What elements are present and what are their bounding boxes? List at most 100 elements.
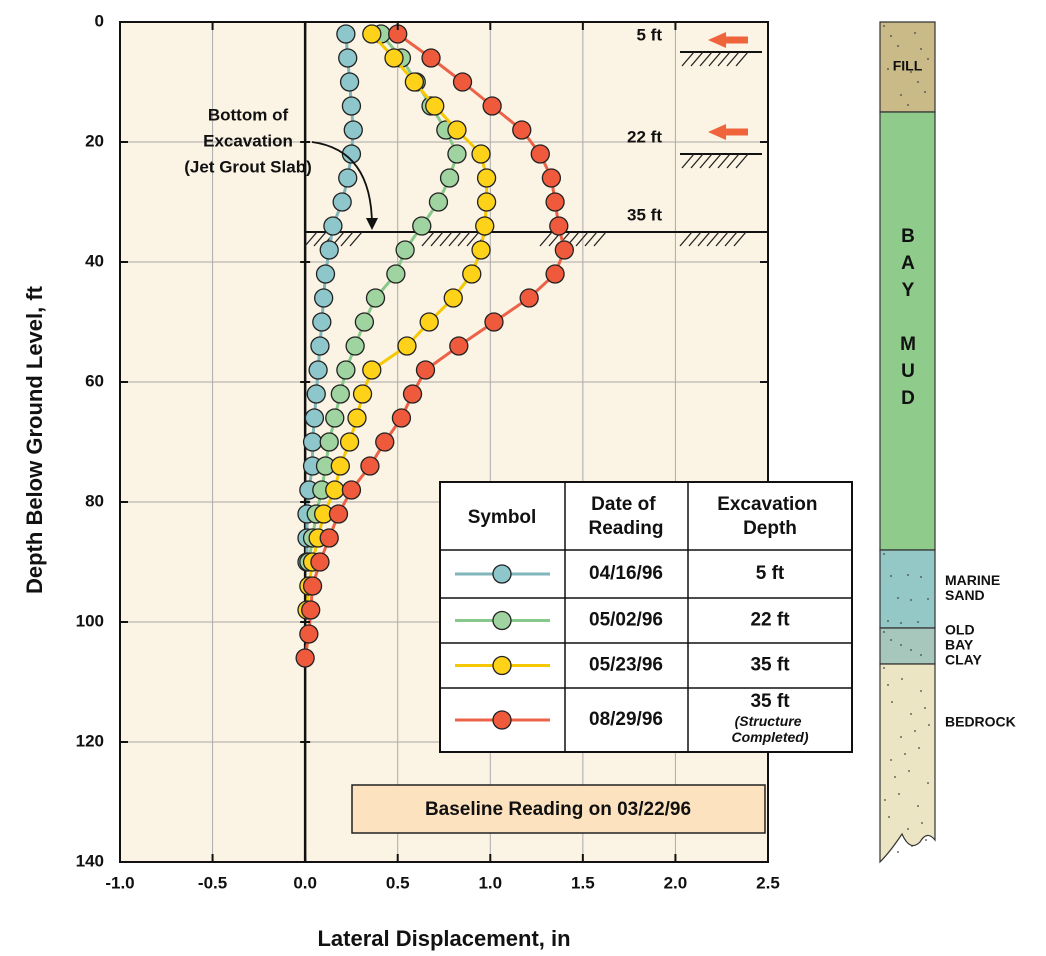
data-point bbox=[328, 504, 349, 524]
x-tick-label: -0.5 bbox=[198, 873, 227, 892]
soil-speckle bbox=[907, 104, 909, 106]
soil-speckle bbox=[900, 622, 902, 624]
soil-speckle bbox=[910, 71, 912, 73]
soil-speckle bbox=[890, 575, 892, 577]
hatch bbox=[313, 231, 327, 247]
data-point bbox=[447, 120, 467, 140]
soil-speckle bbox=[887, 684, 889, 686]
soil-label: BAY bbox=[945, 637, 974, 653]
data-point bbox=[549, 216, 569, 236]
data-point bbox=[482, 96, 502, 116]
data-point bbox=[295, 648, 315, 668]
data-point bbox=[315, 264, 336, 284]
y-tick-label: 140 bbox=[76, 851, 104, 870]
hatch bbox=[690, 51, 704, 67]
soil-speckle bbox=[910, 713, 912, 715]
load-arrow-head bbox=[708, 32, 726, 48]
legend-swatch-marker bbox=[492, 564, 512, 584]
data-point bbox=[384, 48, 404, 68]
soil-speckle bbox=[900, 736, 902, 738]
soil-speckle bbox=[914, 32, 916, 34]
data-point bbox=[428, 192, 449, 212]
data-point bbox=[484, 312, 504, 332]
data-point bbox=[314, 288, 334, 308]
data-point bbox=[330, 384, 350, 404]
hatch bbox=[466, 231, 480, 247]
soil-speckle bbox=[907, 828, 909, 830]
data-point bbox=[402, 384, 423, 404]
x-tick-label: 0.0 bbox=[293, 873, 317, 892]
soil-speckle bbox=[894, 776, 896, 778]
legend-rows: 04/16/96 5 ft 05/02/96 22 ft 05/23/96 35 ft 08… bbox=[455, 563, 809, 745]
legend-depth: 35 ft bbox=[750, 655, 790, 676]
soil-label: CLAY bbox=[945, 652, 982, 668]
soil-speckle bbox=[910, 649, 912, 651]
hatch bbox=[708, 51, 722, 67]
data-point bbox=[325, 480, 345, 500]
soil-speckle bbox=[890, 35, 892, 37]
data-point bbox=[415, 360, 436, 380]
x-tick-label: 2.5 bbox=[756, 873, 780, 892]
hatch bbox=[349, 231, 363, 247]
soil-speckle bbox=[883, 631, 885, 633]
data-point bbox=[323, 216, 343, 236]
soil-speckle bbox=[925, 839, 927, 841]
soil-speckle bbox=[917, 81, 919, 83]
data-point bbox=[452, 72, 473, 92]
x-tick-label: 2.0 bbox=[664, 873, 688, 892]
hatch bbox=[430, 231, 444, 247]
data-point bbox=[345, 336, 365, 356]
soil-speckle bbox=[887, 620, 889, 622]
data-point bbox=[310, 336, 330, 356]
soil-speckle bbox=[904, 753, 906, 755]
hatch bbox=[699, 51, 713, 67]
annotation: (Jet Grout Slab) bbox=[184, 157, 312, 176]
legend-depth: 5 ft bbox=[756, 563, 785, 584]
data-point bbox=[462, 264, 482, 284]
soil-speckle bbox=[900, 94, 902, 96]
soil-speckle bbox=[883, 553, 885, 555]
series-layer bbox=[295, 24, 574, 668]
soil-speckle bbox=[898, 793, 900, 795]
soil-label: BAY MUD bbox=[897, 226, 918, 415]
data-point bbox=[338, 48, 358, 68]
soil-speckle bbox=[901, 678, 903, 680]
soil-speckle bbox=[908, 770, 910, 772]
annotation: Excavation bbox=[203, 131, 293, 150]
hatch bbox=[679, 231, 693, 247]
load-arrow-head bbox=[708, 124, 726, 140]
hatch bbox=[724, 231, 738, 247]
hatch bbox=[575, 231, 589, 247]
soil-speckle bbox=[897, 45, 899, 47]
y-tick-label: 40 bbox=[85, 251, 104, 270]
data-point bbox=[412, 216, 432, 236]
hatch bbox=[697, 231, 711, 247]
data-point bbox=[362, 24, 382, 44]
data-point bbox=[443, 288, 463, 308]
soil-speckle bbox=[884, 799, 886, 801]
data-point bbox=[352, 384, 373, 404]
soil-speckle bbox=[920, 654, 922, 656]
soil-speckle bbox=[883, 667, 885, 669]
legend-swatch-marker bbox=[492, 710, 512, 730]
data-point bbox=[365, 288, 386, 308]
soil-speckle bbox=[900, 644, 902, 646]
x-tick-label: 1.0 bbox=[478, 873, 502, 892]
x-tick-label: 0.5 bbox=[386, 873, 410, 892]
data-point bbox=[395, 240, 415, 260]
soil-speckle bbox=[920, 690, 922, 692]
data-point bbox=[319, 528, 339, 548]
data-point bbox=[319, 240, 339, 260]
soil-label: SAND bbox=[945, 587, 985, 603]
data-point bbox=[325, 408, 345, 428]
excavation-stages: 5 ft 22 ft 35 ft bbox=[304, 25, 768, 247]
x-tick-label: -1.0 bbox=[105, 873, 134, 892]
soil-layer bbox=[879, 627, 936, 665]
data-point bbox=[308, 360, 328, 380]
data-point bbox=[343, 120, 363, 140]
hatch bbox=[726, 51, 740, 67]
data-point bbox=[475, 216, 495, 236]
annotation-arrowhead bbox=[366, 218, 378, 230]
hatch bbox=[726, 153, 740, 169]
